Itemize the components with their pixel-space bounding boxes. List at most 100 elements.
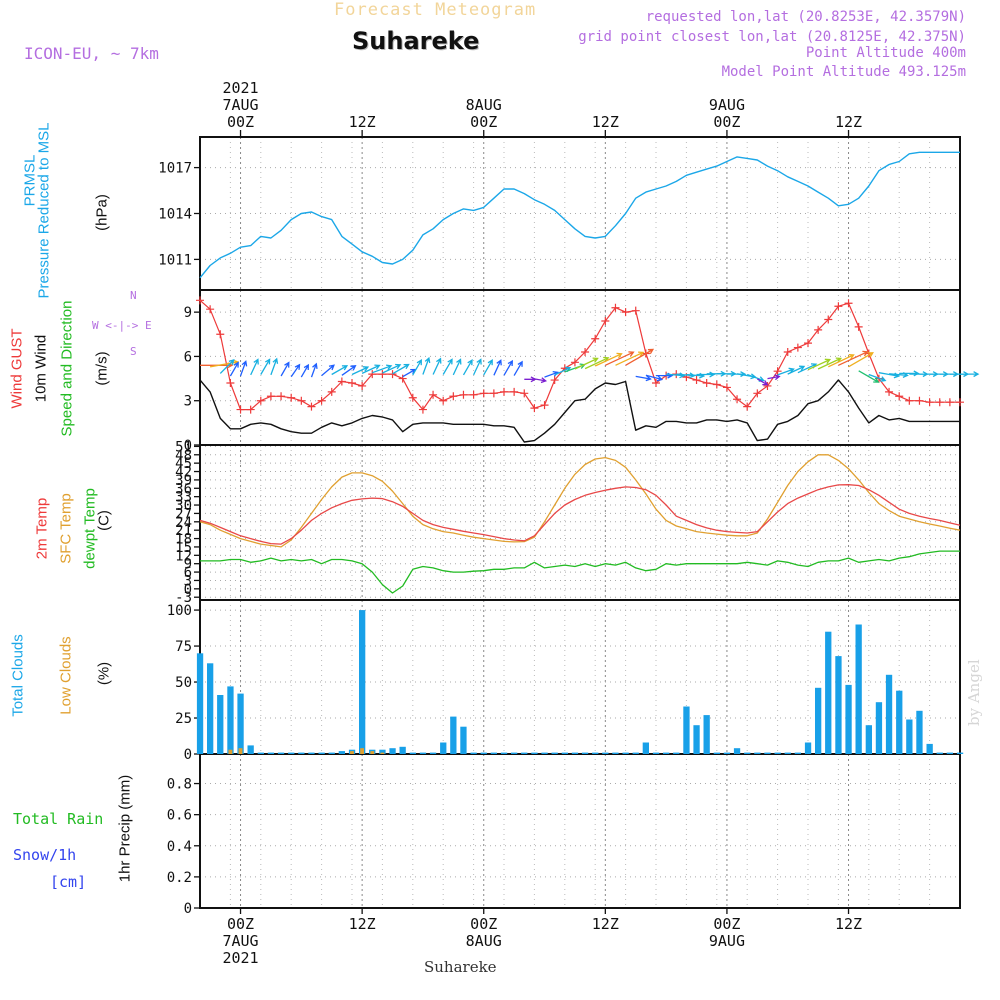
x-tick-label-bottom: 7AUG [222,932,258,950]
total-cloud-bar [298,752,305,754]
y-tick-label: 6 [184,565,192,581]
wind-direction-arrow [229,361,239,377]
gust-marker [520,389,529,398]
gust-marker [621,308,630,317]
total-cloud-bar [531,752,538,754]
gust-marker [408,393,417,402]
gust-marker [388,370,397,379]
wind-direction-arrow [260,358,271,375]
gust-marker [895,392,904,401]
y-tick-label: 39 [175,473,192,489]
wind-direction-arrow [250,358,259,376]
total-cloud-bar [460,726,467,754]
x-tick-label-bottom: 00Z [227,915,254,933]
gust-marker [206,305,215,314]
total-cloud-bar [541,752,548,754]
total-cloud-bar [227,686,234,754]
gust-marker [368,370,377,379]
total-cloud-bar [825,631,832,754]
pressure-line [199,151,960,279]
model-name: ICON-EU, ~ 7km [24,44,159,63]
gust-marker [337,377,346,386]
total-cloud-bar [642,742,649,754]
x-tick-label-bottom: 00Z [713,915,740,933]
total-cloud-bar [906,719,913,754]
y-tick-label: 18 [175,532,192,548]
total-cloud-bar [744,752,751,754]
y-tick-label: -3 [175,590,192,606]
wind-direction-arrow [807,358,832,371]
model-point-altitude: Model Point Altitude 493.125m [721,64,966,80]
gust-marker [925,398,934,407]
total-cloud-bar [561,752,568,754]
wind-direction-arrow [625,348,655,366]
total-cloud-bar [784,752,791,754]
sfc-temp-line [199,454,961,548]
wind-direction-arrow [605,351,635,366]
x-tick-label-bottom: 2021 [222,949,258,967]
total-cloud-bar [308,752,315,754]
gust-marker [854,322,863,331]
gust-marker [277,392,286,401]
total-cloud-bar [389,748,396,754]
total-cloud-bar [703,715,710,754]
gust-marker [591,334,600,343]
gust-marker [489,389,498,398]
total-cloud-bar [612,752,619,754]
wind-direction-arrow [645,374,664,382]
wind-direction-arrow [868,373,887,382]
y-tick-label: 27 [175,506,192,522]
total-cloud-bar [875,702,883,754]
y-tick-label: 0.8 [167,777,192,793]
wind-direction-arrow [392,363,410,375]
total-cloud-bar [511,752,518,754]
gust-marker [550,376,559,385]
total-cloud-bar [419,752,427,754]
total-cloud-bar [379,749,386,754]
total-cloud-bar [926,743,933,754]
wind-direction-arrow [270,357,279,376]
gust-marker [348,379,356,387]
gust-marker [834,302,843,311]
wind-direction-arrow [422,356,431,375]
gust-marker [783,348,792,356]
x-tick-label-top: 00Z [470,113,497,131]
wind-direction-arrow [432,357,442,375]
compass-we: W <-|-> E [92,319,152,332]
y-tick-label: 0.6 [167,808,192,824]
y-tick-label: 50 [175,675,192,691]
total-cloud-bar [277,752,285,754]
panel-frame [199,444,961,601]
x-tick-label-bottom: 00Z [470,915,497,933]
low-cloud-bar [370,751,375,754]
wind-direction-arrow [300,363,309,378]
y-tick-label: 0 [184,582,192,598]
gust-marker [652,379,660,387]
wind-direction-arrow [361,364,381,374]
wind-direction-arrow [341,365,357,376]
total-cloud-bar [571,752,579,754]
compass-n: N [130,289,137,302]
x-tick-label-bottom: 12Z [592,915,619,933]
y-tick-label: 6 [184,349,192,365]
total-cloud-bar [196,653,204,754]
y-tick-label: 42 [175,465,192,481]
gust-marker [905,396,914,405]
temp-2m-line [199,484,961,545]
wind-direction-arrow [452,358,462,376]
bottom-place-name: Suhareke [424,958,497,976]
snow-label: Snow/1h [13,846,77,864]
y-tick-label: 51 [175,439,192,455]
gust-marker [844,299,853,308]
total-cloud-bar [815,687,822,754]
total-cloud-bar [956,752,964,754]
gust-marker [256,396,265,405]
total-cloud-bar [804,742,812,754]
gust-marker [804,339,812,348]
y-tick-label: 100 [167,603,192,619]
total-cloud-bar [257,752,264,754]
wind-direction-arrow [828,353,855,368]
total-cloud-bar [429,752,437,754]
total-cloud-bar [774,752,781,754]
snow-unit-label: [cm] [50,873,87,891]
